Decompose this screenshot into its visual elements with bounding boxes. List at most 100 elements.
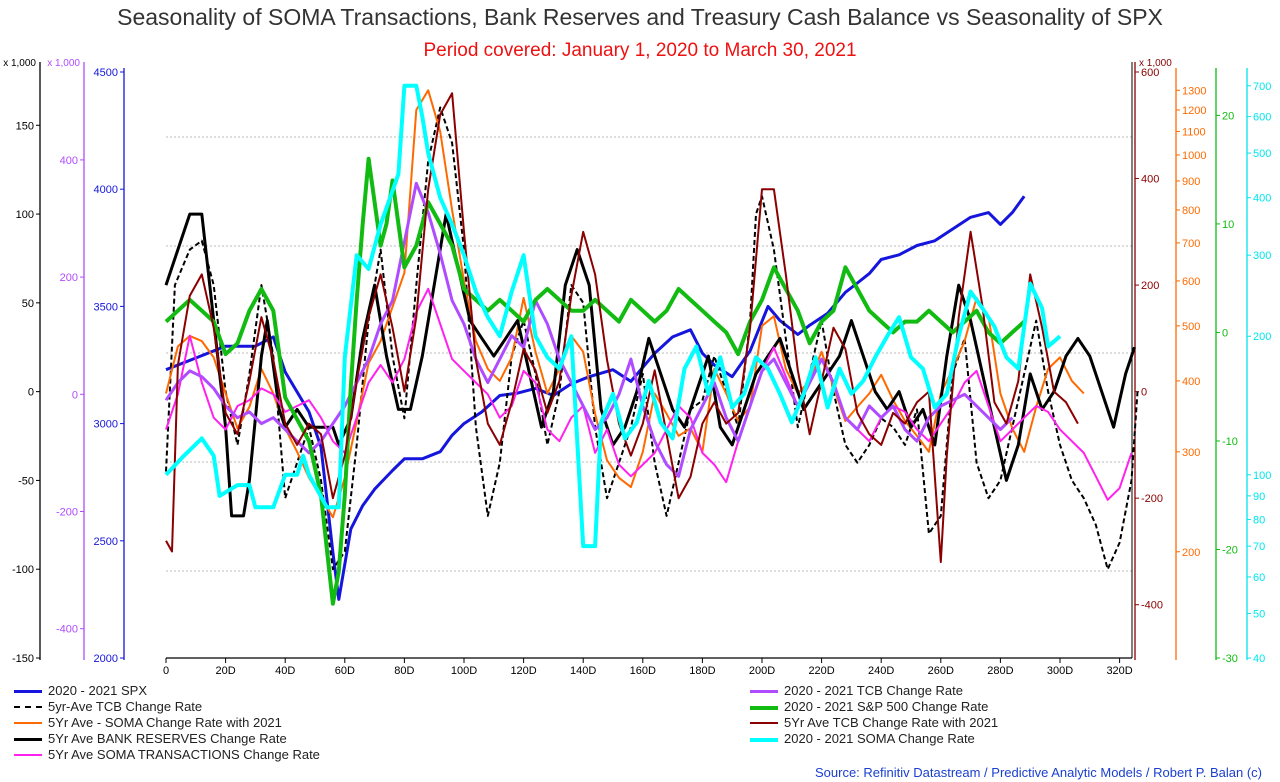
- axis-multiplier: x 1,000: [3, 58, 36, 69]
- chart-title: Seasonality of SOMA Transactions, Bank R…: [117, 4, 1163, 30]
- legend-item-spx: 2020 - 2021 SPX: [14, 683, 320, 699]
- legend-label: 5Yr Ave SOMA TRANSACTIONS Change Rate: [48, 747, 320, 762]
- y-tick-label: -150: [12, 653, 34, 665]
- y-tick-label: 0: [1222, 327, 1228, 339]
- x-tick-label: 40D: [275, 665, 295, 677]
- legend-item-tcb5y2021: 5Yr Ave TCB Change Rate with 2021: [750, 715, 998, 731]
- series-line-bank: [164, 212, 1136, 518]
- chart-subtitle: Period covered: January 1, 2020 to March…: [423, 40, 857, 61]
- axis-multiplier: x 1,000: [1139, 58, 1172, 69]
- legend-item-tcb5y: 5yr-Ave TCB Change Rate: [14, 699, 320, 715]
- y-tick-label: 900: [1182, 176, 1200, 188]
- legend-item-sp500rate: 2020 - 2021 S&P 500 Change Rate: [750, 699, 998, 715]
- legend-swatch: [750, 722, 778, 724]
- x-tick-label: 260D: [928, 665, 954, 677]
- y-tick-label: 3000: [94, 419, 118, 431]
- y-tick-label: 4500: [94, 67, 118, 79]
- source-note: Source: Refinitiv Datastream / Predictiv…: [814, 765, 1262, 780]
- y-tick-label: 0: [1141, 387, 1147, 399]
- y-tick-label: 0: [72, 389, 78, 401]
- x-tick-label: 280D: [987, 665, 1013, 677]
- y-tick-label: 200: [60, 272, 78, 284]
- x-tick-label: 160D: [630, 665, 656, 677]
- y-tick-label: -10: [1222, 436, 1238, 448]
- y-tick-label: 2500: [94, 536, 118, 548]
- y-tick-label: 700: [1182, 238, 1200, 250]
- legend-swatch: [14, 706, 42, 708]
- y-tick-label: 300: [1182, 447, 1200, 459]
- x-tick-label: 200D: [749, 665, 775, 677]
- legend-swatch: [750, 690, 778, 693]
- y-tick-label: -30: [1222, 653, 1238, 665]
- series-line-sp500rate: [164, 156, 1026, 606]
- legend-label: 5Yr Ave - SOMA Change Rate with 2021: [48, 715, 282, 730]
- y-tick-label: -20: [1222, 544, 1238, 556]
- y-tick-label: -400: [56, 624, 78, 636]
- legend-label: 2020 - 2021 S&P 500 Change Rate: [784, 699, 989, 714]
- y-tick-label: -200: [56, 507, 78, 519]
- y-tick-label: 200: [1141, 280, 1159, 292]
- x-tick-label: 220D: [808, 665, 834, 677]
- y-tick-label: 20: [1222, 110, 1234, 122]
- legend-item-soma2020: 2020 - 2021 SOMA Change Rate: [750, 731, 998, 747]
- x-tick-label: 300D: [1047, 665, 1073, 677]
- y-tick-label: 2000: [94, 653, 118, 665]
- y-tick-label: 1100: [1182, 126, 1206, 138]
- x-tick-label: 20D: [216, 665, 236, 677]
- y-tick-label: 4000: [94, 184, 118, 196]
- legend-right: 2020 - 2021 TCB Change Rate 2020 - 2021 S…: [750, 683, 998, 747]
- legend-label: 2020 - 2021 TCB Change Rate: [784, 683, 963, 698]
- x-tick-label: 180D: [689, 665, 715, 677]
- legend-item-somatx: 5Yr Ave SOMA TRANSACTIONS Change Rate: [14, 747, 320, 763]
- y-tick-label: 700: [1253, 81, 1271, 93]
- legend-label: 2020 - 2021 SPX: [48, 683, 148, 698]
- legend-item-bank: 5Yr Ave BANK RESERVES Change Rate: [14, 731, 320, 747]
- y-tick-label: 50: [1253, 608, 1265, 620]
- y-tick-label: 100: [16, 209, 34, 221]
- y-tick-label: -200: [1141, 493, 1163, 505]
- series-line-somatx: [165, 287, 1133, 501]
- y-tick-label: 80: [1253, 514, 1265, 526]
- y-tick-label: 1200: [1182, 105, 1206, 117]
- y-tick-label: 200: [1182, 547, 1200, 559]
- series-line-tcb5y2021: [165, 92, 1079, 564]
- y-tick-label: 600: [1141, 67, 1159, 79]
- y-tick-label: 400: [1141, 174, 1159, 186]
- legend-left: 2020 - 2021 SPX 5yr-Ave TCB Change Rate 5Y…: [14, 683, 320, 763]
- y-tick-label: 40: [1253, 653, 1265, 665]
- legend-swatch: [14, 738, 42, 741]
- legend-swatch: [750, 706, 778, 710]
- y-tick-label: 1300: [1182, 85, 1206, 97]
- x-tick-label: 140D: [570, 665, 596, 677]
- y-tick-label: 500: [1253, 148, 1271, 160]
- y-tick-label: 90: [1253, 491, 1265, 503]
- x-tick-label: 80D: [394, 665, 414, 677]
- axis-multiplier: x 1,000: [47, 58, 80, 69]
- y-tick-label: 500: [1182, 321, 1200, 333]
- legend-label: 5Yr Ave BANK RESERVES Change Rate: [48, 731, 287, 746]
- legend-label: 5Yr Ave TCB Change Rate with 2021: [784, 715, 999, 730]
- legend-swatch: [750, 738, 778, 742]
- legend-label: 2020 - 2021 SOMA Change Rate: [784, 731, 975, 746]
- y-tick-label: 50: [22, 298, 34, 310]
- x-tick-label: 0: [163, 665, 169, 677]
- y-tick-label: 800: [1182, 205, 1200, 217]
- y-tick-label: 300: [1253, 250, 1271, 262]
- y-tick-label: 0: [28, 387, 34, 399]
- x-tick-label: 120D: [510, 665, 536, 677]
- x-tick-label: 60D: [335, 665, 355, 677]
- y-tick-label: 400: [60, 155, 78, 167]
- legend-item-tcb2020: 2020 - 2021 TCB Change Rate: [750, 683, 998, 699]
- x-tick-label: 240D: [868, 665, 894, 677]
- legend-swatch: [14, 690, 42, 693]
- y-tick-label: 150: [16, 120, 34, 132]
- series-line-tcb5y: [165, 106, 1139, 571]
- legend-swatch: [14, 722, 42, 724]
- y-tick-label: 600: [1253, 112, 1271, 124]
- legend-label: 5yr-Ave TCB Change Rate: [48, 699, 203, 714]
- y-tick-label: 60: [1253, 572, 1265, 584]
- y-tick-label: -50: [18, 475, 34, 487]
- series-line-tcb2020: [164, 181, 1014, 478]
- legend-item-soma5y2021: 5Yr Ave - SOMA Change Rate with 2021: [14, 715, 320, 731]
